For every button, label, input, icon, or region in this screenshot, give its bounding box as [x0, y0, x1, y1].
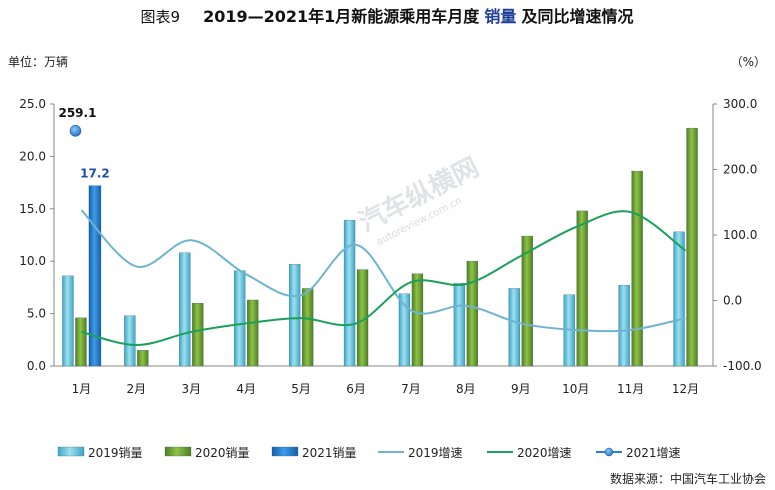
- legend: 2019销量 2020销量 2021销量 2019增速 2020增速 2021增速: [57, 446, 681, 460]
- bar-2020-2月: [137, 350, 149, 367]
- title-suffix: 及同比增速情况: [522, 7, 634, 26]
- bar-2019-1月: [62, 275, 74, 367]
- left-tick-label: 15.0: [19, 202, 46, 216]
- bar-2020-4月: [247, 299, 259, 367]
- bar-2019-11月: [618, 285, 630, 367]
- bar-2019-3月: [179, 252, 191, 367]
- point-series: 259.1: [58, 106, 96, 137]
- legend-swatch-bar: [271, 446, 299, 457]
- right-axis-unit: （%）: [731, 55, 766, 69]
- bar-2020-3月: [192, 302, 204, 367]
- watermark: 汽车纵横网 autoreview.com.cn: [354, 152, 484, 248]
- bar-2019-8月: [453, 283, 466, 367]
- bar-2020-10月: [576, 210, 588, 367]
- legend-swatch-point: [604, 447, 614, 457]
- bar-2020-5月: [301, 288, 314, 367]
- left-tick-label: 25.0: [19, 97, 46, 111]
- bar-2021-1月: [88, 185, 102, 367]
- legend-label: 2019增速: [408, 446, 463, 460]
- left-axis-ticks: 0.0 5.0 10.0 15.0 20.0 25.0: [19, 97, 54, 373]
- bar-2020-1月: [75, 317, 87, 367]
- bar-2020-9月: [521, 235, 533, 367]
- x-tick-label: 2月: [127, 382, 147, 396]
- chart-title: 图表9 2019—2021年1月新能源乘用车月度 销量 及同比增速情况: [140, 7, 633, 26]
- x-tick-label: 9月: [511, 382, 531, 396]
- bar-2020-7月: [411, 273, 424, 367]
- title-highlight: 销量: [484, 7, 516, 26]
- bar-2019-6月: [343, 220, 356, 367]
- left-tick-label: 10.0: [19, 254, 46, 268]
- x-tick-label: 3月: [181, 382, 201, 396]
- line-2019-growth: [80, 209, 686, 333]
- data-label-2021-sales: 17.2: [80, 167, 110, 181]
- point-2021-growth: [69, 124, 82, 137]
- line-series: [80, 209, 687, 347]
- legend-swatch-bar: [164, 446, 192, 457]
- legend-label: 2021增速: [626, 446, 681, 460]
- x-tick-label: 6月: [346, 382, 366, 396]
- left-tick-label: 5.0: [27, 307, 46, 321]
- bar-2020-8月: [466, 261, 479, 367]
- source-note: 数据来源：中国汽车工业协会: [610, 471, 766, 486]
- x-tick-label: 7月: [401, 382, 421, 396]
- bar-series: 17.2: [62, 127, 698, 367]
- right-axis-ticks: -100.0 0.0 100.0 200.0 300.0: [713, 97, 762, 373]
- legend-label: 2019销量: [88, 446, 143, 460]
- right-tick-label: 100.0: [723, 228, 757, 242]
- left-tick-label: 20.0: [19, 149, 46, 163]
- bar-2020-12月: [686, 127, 698, 367]
- bar-2019-7月: [398, 293, 411, 367]
- x-tick-label: 8月: [456, 382, 476, 396]
- legend-label: 2021销量: [302, 446, 357, 460]
- right-tick-label: -100.0: [723, 359, 762, 373]
- bar-2019-12月: [673, 231, 685, 367]
- bar-2019-4月: [234, 270, 246, 367]
- title-main: 2019—2021年1月新能源乘用车月度: [203, 7, 480, 26]
- x-tick-label: 10月: [562, 382, 589, 396]
- legend-swatch-bar: [57, 446, 85, 457]
- bar-2020-11月: [631, 170, 643, 367]
- bar-2019-9月: [508, 288, 520, 367]
- legend-label: 2020增速: [517, 446, 572, 460]
- x-tick-label: 1月: [72, 382, 92, 396]
- line-2020-growth: [81, 210, 687, 347]
- x-tick-label: 11月: [617, 382, 644, 396]
- x-tick-label: 12月: [672, 382, 699, 396]
- left-axis-unit: 单位：万辆: [8, 54, 68, 69]
- left-tick-label: 0.0: [27, 359, 46, 373]
- legend-label: 2020销量: [195, 446, 250, 460]
- bar-2019-5月: [288, 264, 301, 367]
- data-label-2021-growth: 259.1: [58, 106, 96, 120]
- right-tick-label: 0.0: [723, 294, 742, 308]
- x-axis-ticks: 1月 2月 3月 4月 5月 6月 7月 8月 9月 10月 11月 12月: [72, 382, 700, 396]
- x-tick-label: 4月: [236, 382, 256, 396]
- right-tick-label: 200.0: [723, 163, 757, 177]
- x-tick-label: 5月: [291, 382, 311, 396]
- title-prefix: 图表9: [140, 8, 180, 26]
- right-tick-label: 300.0: [723, 97, 757, 111]
- bar-2019-2月: [124, 315, 136, 367]
